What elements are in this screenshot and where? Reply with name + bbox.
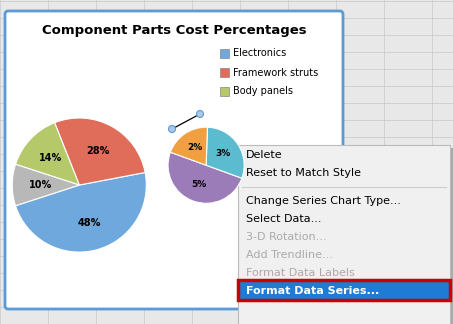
Text: 5%: 5% [191, 180, 207, 190]
Text: Add Trendline...: Add Trendline... [246, 250, 333, 260]
Bar [220, 49, 229, 58]
Wedge shape [55, 118, 145, 185]
Bar [238, 145, 450, 324]
Bar [220, 87, 229, 96]
Text: Electronics: Electronics [233, 49, 286, 59]
Text: 2%: 2% [187, 144, 202, 152]
Wedge shape [168, 152, 242, 203]
Bar [238, 280, 450, 300]
Text: 3-D Rotation...: 3-D Rotation... [246, 232, 327, 242]
Circle shape [197, 158, 203, 166]
Text: Format Data Labels: Format Data Labels [246, 268, 355, 278]
Text: Framework struts: Framework struts [233, 67, 318, 77]
Wedge shape [15, 172, 146, 252]
Text: Select Data...: Select Data... [246, 214, 322, 224]
Text: Body panels: Body panels [233, 87, 293, 97]
Bar [241, 148, 453, 324]
Bar [220, 68, 229, 77]
Wedge shape [206, 127, 244, 178]
Text: 28%: 28% [87, 146, 110, 156]
Wedge shape [170, 127, 207, 165]
Text: 10%: 10% [29, 180, 52, 190]
Circle shape [169, 125, 175, 133]
Wedge shape [15, 123, 79, 185]
Text: Change Series Chart Type...: Change Series Chart Type... [246, 196, 401, 206]
Circle shape [169, 163, 175, 169]
FancyBboxPatch shape [5, 11, 343, 309]
Wedge shape [12, 164, 79, 206]
Text: Component Parts Cost Percentages: Component Parts Cost Percentages [42, 24, 306, 37]
Circle shape [197, 110, 203, 118]
Text: 48%: 48% [77, 218, 101, 228]
Text: 14%: 14% [39, 154, 63, 163]
Text: Reset to Match Style: Reset to Match Style [246, 168, 361, 178]
Text: Format Data Series...: Format Data Series... [246, 286, 379, 296]
Text: 3%: 3% [216, 149, 231, 158]
Text: Delete: Delete [246, 150, 283, 160]
